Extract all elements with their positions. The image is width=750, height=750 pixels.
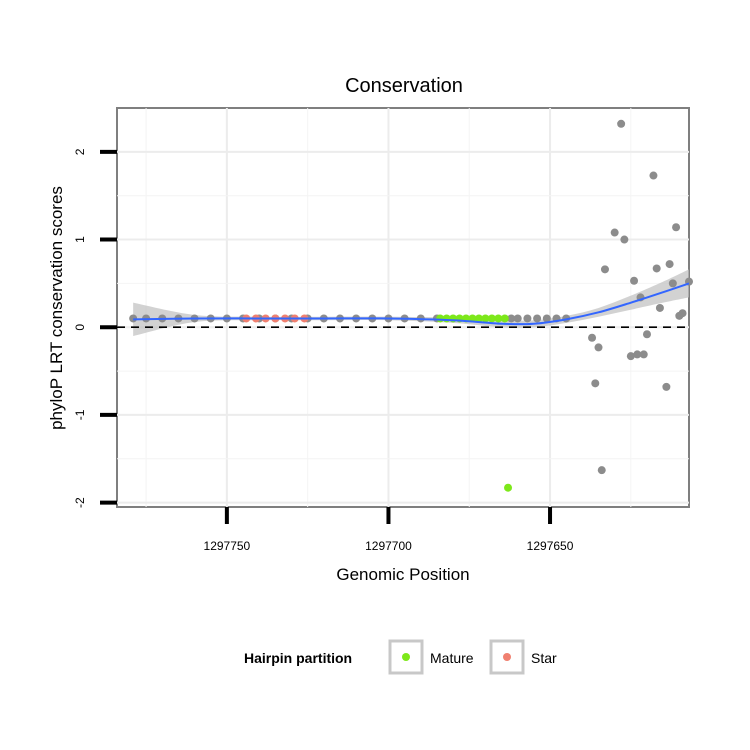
data-point-mature xyxy=(500,314,509,323)
axes: 1297750 1297700 1297650 -2 -1 0 1 2 xyxy=(73,148,574,553)
data-point-default xyxy=(655,303,664,312)
data-points xyxy=(129,119,693,492)
data-point-default xyxy=(588,333,597,342)
plot-border xyxy=(116,107,690,508)
data-point-default xyxy=(626,352,635,361)
legend-key-mature xyxy=(388,639,424,675)
data-point-default xyxy=(533,314,542,323)
smooth-fit-line xyxy=(133,282,690,326)
chart-title: Conservation xyxy=(345,75,463,97)
data-point-default xyxy=(672,223,681,232)
data-point-default xyxy=(633,350,642,359)
data-point-default xyxy=(630,276,639,285)
data-point-default xyxy=(617,119,626,128)
data-point-mature xyxy=(494,314,503,323)
data-point-default xyxy=(523,314,532,323)
legend-title: Hairpin partition xyxy=(244,650,352,666)
y-axis-title: phyloP LRT conservation scores xyxy=(47,186,66,430)
x-tick-label: 1297750 xyxy=(204,539,251,553)
data-point-default xyxy=(600,265,609,274)
legend-dot-star xyxy=(503,653,511,661)
data-point-default xyxy=(662,382,671,391)
smooth-line xyxy=(133,282,690,326)
data-point-default xyxy=(620,235,629,244)
data-point-mature xyxy=(474,314,483,323)
data-point-mature xyxy=(487,314,496,323)
x-axis-title: Genomic Position xyxy=(336,565,469,584)
data-point-default xyxy=(597,466,606,475)
legend-label-star: Star xyxy=(531,650,557,666)
data-point-default xyxy=(513,314,522,323)
data-point-default xyxy=(649,171,658,180)
y-tick-label: 1 xyxy=(73,236,87,243)
data-point-default xyxy=(591,379,600,388)
x-tick-label: 1297700 xyxy=(365,539,412,553)
legend-dot-mature xyxy=(402,653,410,661)
plot-panel xyxy=(116,107,693,508)
y-tick-label: 2 xyxy=(73,148,87,155)
data-point-default xyxy=(678,309,687,318)
data-point-default xyxy=(668,279,677,288)
data-point-mature xyxy=(481,314,490,323)
data-point-default xyxy=(652,264,661,273)
data-point-default xyxy=(642,330,651,339)
data-point-mature xyxy=(504,483,513,492)
data-point-default xyxy=(507,314,516,323)
y-tick-label: -2 xyxy=(73,497,87,508)
data-point-default xyxy=(594,343,603,352)
y-tick-label: -1 xyxy=(73,409,87,420)
x-tick-label: 1297650 xyxy=(527,539,574,553)
y-tick-label: 0 xyxy=(73,324,87,331)
legend-label-mature: Mature xyxy=(430,650,474,666)
data-point-default xyxy=(542,314,551,323)
data-point-default xyxy=(665,260,674,269)
data-point-default xyxy=(639,350,648,359)
data-point-default xyxy=(610,228,619,237)
legend: Hairpin partition Mature Star xyxy=(244,639,557,675)
